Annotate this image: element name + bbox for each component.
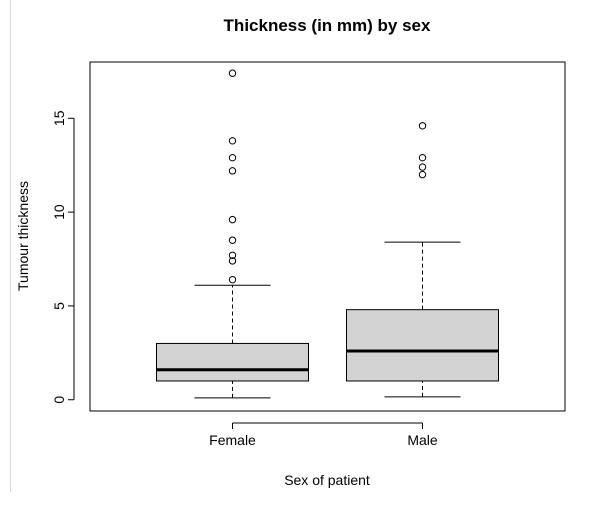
x-axis: Female Male: [209, 422, 438, 448]
outlier-point: [228, 153, 237, 162]
x-tick-label: Female: [209, 432, 256, 448]
box-male: [346, 122, 499, 398]
plot-frame: [89, 61, 566, 412]
y-axis: 0 5 10 15: [51, 110, 75, 404]
outlier-point: [228, 257, 237, 265]
outlier-point: [228, 69, 237, 77]
boxes: [156, 69, 499, 399]
iqr-box: [346, 309, 499, 382]
outlier-point: [228, 251, 237, 259]
outlier-point: [418, 170, 427, 179]
outlier-point: [228, 215, 237, 224]
chart-title: Thickness (in mm) by sex: [224, 16, 431, 35]
outlier-point: [228, 167, 237, 175]
outlier-point: [228, 236, 237, 244]
y-tick-label: 10: [51, 204, 67, 220]
outlier-point: [228, 275, 237, 284]
box-female: [156, 69, 309, 399]
left-divider: [10, 0, 11, 492]
outlier-point: [418, 122, 427, 130]
y-tick-label: 0: [51, 396, 67, 404]
iqr-box: [156, 342, 309, 382]
x-axis-label: Sex of patient: [284, 472, 370, 488]
outlier-point: [418, 163, 427, 171]
x-tick-label: Male: [407, 432, 438, 448]
y-tick-label: 5: [51, 302, 67, 310]
y-axis-label: Tumour thickness: [15, 181, 31, 291]
outlier-point: [228, 137, 237, 145]
outlier-point: [418, 153, 427, 162]
y-tick-label: 15: [51, 110, 67, 126]
